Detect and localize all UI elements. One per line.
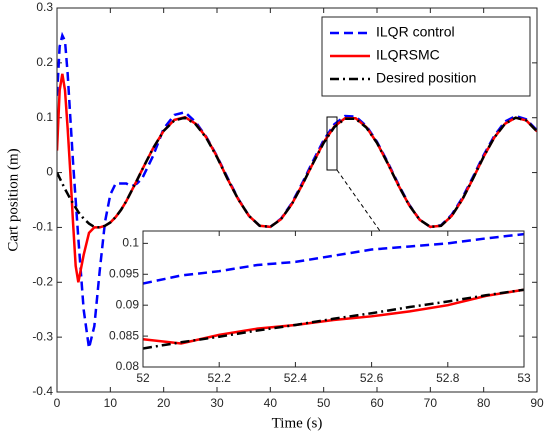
series-line bbox=[143, 288, 524, 350]
x-axis-label: Time (s) bbox=[272, 415, 323, 431]
x-tick-label: 53 bbox=[517, 371, 531, 385]
series-line bbox=[57, 116, 537, 229]
zoom-box bbox=[326, 116, 338, 171]
y-tick-label: 0.095 bbox=[109, 266, 139, 280]
y-tick-label: 0.085 bbox=[109, 328, 139, 342]
axes-box bbox=[142, 230, 525, 368]
x-tick-label: 80 bbox=[477, 396, 491, 410]
x-tick-label: 52.8 bbox=[436, 371, 460, 385]
y-axis-label: Cart position (m) bbox=[5, 148, 21, 251]
legend-label: ILQRSMC bbox=[376, 47, 440, 63]
x-tick-label: 52 bbox=[136, 371, 150, 385]
x-tick-label: 90 bbox=[530, 396, 544, 410]
x-tick-label: 52.2 bbox=[208, 371, 232, 385]
x-tick-label: 30 bbox=[210, 396, 224, 410]
x-tick-label: 50 bbox=[317, 396, 331, 410]
y-tick-label: -0.4 bbox=[32, 384, 53, 398]
x-tick-label: 52.4 bbox=[284, 371, 308, 385]
zoom-connector bbox=[336, 169, 381, 232]
y-tick-label: 0.09 bbox=[116, 297, 140, 311]
y-tick-label: 0.3 bbox=[36, 0, 53, 14]
y-tick-label: 0.1 bbox=[122, 236, 139, 250]
x-tick-label: 52.6 bbox=[360, 371, 384, 385]
series-line bbox=[143, 232, 524, 285]
legend-label: ILQR control bbox=[376, 24, 455, 40]
x-tick-label: 70 bbox=[424, 396, 438, 410]
y-tick-label: -0.1 bbox=[32, 220, 53, 234]
y-tick-label: 0.2 bbox=[36, 55, 53, 69]
legend-label: Desired position bbox=[376, 70, 476, 86]
x-tick-label: 10 bbox=[104, 396, 118, 410]
axes-box bbox=[56, 7, 538, 393]
plot-area bbox=[143, 231, 524, 367]
x-tick-label: 20 bbox=[157, 396, 171, 410]
y-tick-label: -0.2 bbox=[32, 274, 53, 288]
y-tick-label: 0 bbox=[46, 165, 53, 179]
x-tick-label: 60 bbox=[370, 396, 384, 410]
y-tick-label: -0.3 bbox=[32, 329, 53, 343]
y-tick-label: 0.1 bbox=[36, 110, 53, 124]
x-tick-label: 0 bbox=[54, 396, 61, 410]
x-tick-label: 40 bbox=[264, 396, 278, 410]
y-tick-label: 0.08 bbox=[116, 359, 140, 373]
